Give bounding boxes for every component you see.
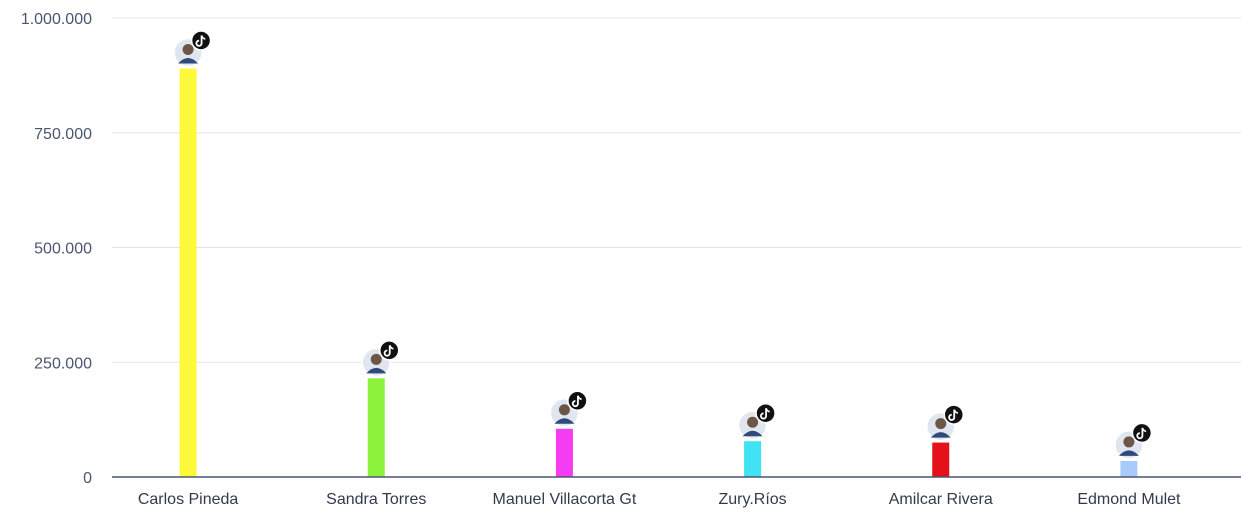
x-tick-label: Carlos Pineda [138, 491, 239, 508]
x-tick-label: Sandra Torres [326, 491, 426, 508]
x-tick-label: Manuel Villacorta Gt [493, 491, 637, 508]
bar[interactable] [744, 441, 762, 477]
tiktok-icon [379, 340, 400, 361]
bar[interactable] [367, 378, 385, 477]
bar[interactable] [179, 68, 197, 478]
x-tick-label: Edmond Mulet [1077, 491, 1181, 508]
bars [179, 68, 1138, 478]
tiktok-icon [567, 390, 588, 412]
y-axis: 0 250.000 500.000 750.000 1.000.000 [21, 11, 92, 487]
x-axis: Carlos Pineda Sandra Torres Manuel Villaco… [112, 476, 1241, 508]
x-tick-label: Zury.Ríos [719, 491, 787, 508]
y-tick-label: 0 [83, 470, 92, 487]
grid [112, 17, 1241, 363]
y-tick-label: 1.000.000 [21, 11, 92, 28]
bar[interactable] [555, 428, 573, 477]
tiktok-icon [190, 30, 212, 51]
tiktok-icon [943, 404, 964, 425]
bar[interactable] [1120, 460, 1138, 477]
y-tick-label: 750.000 [34, 126, 92, 143]
tiktok-icon [755, 402, 776, 424]
x-tick-label: Amilcar Rivera [889, 491, 993, 508]
y-tick-label: 250.000 [34, 355, 92, 372]
y-tick-label: 500.000 [34, 241, 92, 258]
avatars [173, 30, 1153, 460]
tiktok-icon [1131, 422, 1153, 444]
bar[interactable] [932, 442, 950, 477]
